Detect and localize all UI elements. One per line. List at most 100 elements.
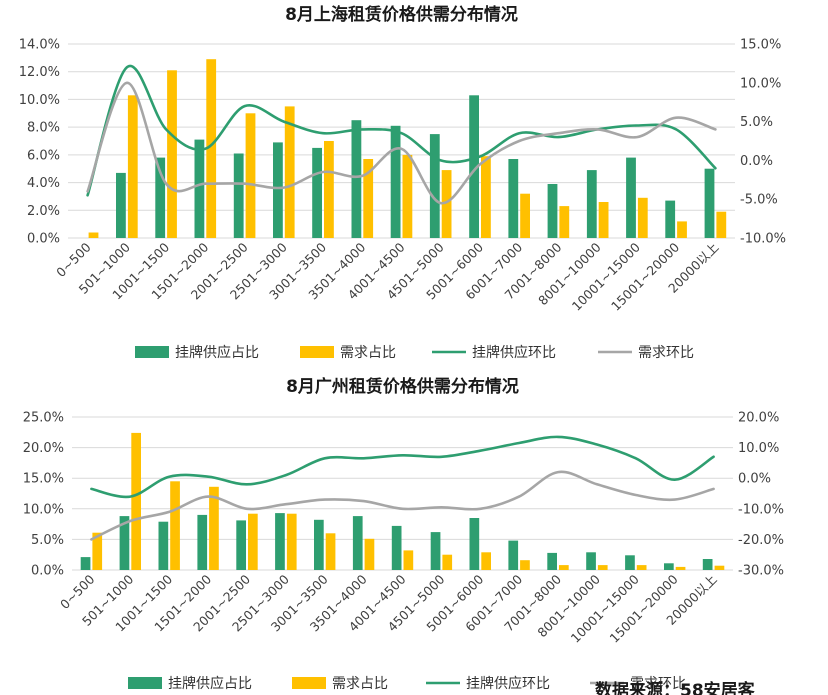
legend-label: 挂牌供应环比	[466, 675, 550, 692]
supply-share-bar	[80, 557, 91, 570]
demand-share-bar	[481, 552, 491, 570]
demand-share-bar	[402, 154, 413, 238]
supply-share-bar	[197, 514, 208, 570]
left-axis-tick: 15.0%	[23, 472, 64, 487]
category-label: 15001~20000	[607, 571, 681, 645]
demand-share-bar	[637, 197, 648, 238]
supply-share-bar	[547, 184, 558, 238]
supply-share-bar	[469, 518, 480, 570]
supply-share-bar	[586, 170, 597, 238]
chart-1: 8月上海租赁价格供需分布情况 0.0% 2.0% 4.0% 6.0% 8.0% 10.0% 1…	[19, 4, 786, 361]
demand-share-bar	[598, 202, 609, 238]
supply-share-bar	[586, 552, 596, 570]
chart-title: 8月上海租赁价格供需分布情况	[285, 4, 518, 25]
supply-share-bar	[119, 516, 130, 570]
supply-share-bar	[665, 200, 676, 238]
demand-share-bar	[677, 221, 687, 238]
demand-share-bar	[559, 565, 569, 570]
supply-share-bar	[236, 520, 246, 570]
right-axis-tick: -20.0%	[738, 533, 784, 548]
left-axis-tick: 8.0%	[27, 121, 60, 136]
demand-mom-line	[90, 470, 715, 541]
supply-share-bar	[430, 532, 441, 570]
supply-share-bar	[429, 134, 440, 238]
category-label: 10001~15000	[568, 571, 642, 645]
right-axis-tick: 5.0%	[740, 115, 773, 130]
right-axis-tick: 10.0%	[740, 76, 781, 91]
left-axis-tick: 0.0%	[31, 564, 64, 579]
demand-share-bar	[481, 156, 491, 238]
left-axis-tick: 4.0%	[27, 176, 60, 191]
demand-share-bar	[206, 59, 217, 239]
demand-share-bar	[675, 566, 686, 570]
supply-share-bar	[547, 552, 557, 570]
supply-share-bar	[233, 153, 244, 238]
left-axis-tick: 6.0%	[27, 148, 60, 163]
supply-share-bar	[664, 563, 674, 570]
demand-share-bar	[324, 141, 334, 238]
legend-label: 需求环比	[630, 676, 686, 692]
supply-share-bar	[116, 172, 126, 238]
supply-share-bar	[312, 147, 322, 238]
supply-share-bar	[352, 516, 363, 570]
demand-share-bar	[245, 113, 256, 238]
demand-share-bar	[364, 538, 375, 570]
demand-share-bar	[284, 106, 295, 239]
demand-share-bar	[92, 532, 103, 570]
right-axis-tick: 10.0%	[738, 441, 779, 456]
supply-share-bar	[314, 519, 324, 570]
demand-share-bar	[636, 565, 647, 570]
supply-share-bar	[390, 125, 401, 238]
right-axis-tick: -5.0%	[740, 193, 778, 208]
left-axis-tick: 0.0%	[27, 232, 60, 247]
demand-share-bar	[131, 432, 141, 570]
chart-title: 8月广州租赁价格供需分布情况	[286, 376, 519, 397]
demand-share-bar	[209, 486, 219, 570]
right-axis-tick: -10.0%	[738, 502, 784, 517]
supply-share-bar	[273, 142, 283, 238]
demand-share-bar	[167, 70, 177, 238]
supply-share-bar	[702, 559, 713, 570]
demand-share-bar	[127, 95, 138, 238]
supply-share-bar	[275, 513, 285, 570]
demand-share-bar	[248, 513, 258, 570]
legend-label: 需求占比	[332, 676, 388, 692]
category-label: 10001~15000	[569, 239, 643, 313]
legend-label: 需求占比	[340, 345, 396, 361]
demand-share-bar	[559, 206, 570, 238]
chart-2: 8月广州租赁价格供需分布情况 0.0% 5.0% 10.0% 15.0% 20.0% 25.…	[23, 376, 784, 692]
right-axis-tick: 20.0%	[738, 411, 779, 426]
supply-share-bar	[469, 95, 479, 238]
category-label: 15001~20000	[608, 239, 682, 313]
right-axis-tick: -10.0%	[740, 232, 786, 247]
legend-label: 挂牌供应占比	[175, 344, 259, 361]
left-axis-tick: 14.0%	[19, 38, 60, 53]
legend-label: 需求环比	[638, 345, 694, 361]
demand-share-bar	[716, 211, 727, 238]
legend-swatch	[300, 346, 334, 358]
supply-share-bar	[625, 555, 635, 570]
supply-share-bar	[155, 157, 166, 238]
demand-share-bar	[520, 560, 530, 570]
supply-share-bar	[508, 540, 519, 570]
left-axis-tick: 5.0%	[31, 533, 64, 548]
supply-share-bar	[704, 168, 715, 238]
legend-swatch	[292, 677, 326, 689]
demand-share-bar	[597, 565, 608, 570]
demand-share-bar	[714, 565, 725, 570]
legend: 挂牌供应占比 需求占比 挂牌供应环比 需求环比	[128, 675, 686, 692]
demand-share-bar	[286, 513, 297, 570]
demand-share-bar	[325, 533, 336, 570]
demand-share-bar	[520, 193, 530, 238]
demand-share-bar	[403, 550, 414, 570]
supply-share-bar	[391, 525, 402, 570]
supply-share-bar	[508, 159, 519, 238]
demand-share-bar	[88, 232, 99, 238]
right-axis-tick: 0.0%	[740, 154, 773, 169]
supply-share-bar	[351, 120, 362, 238]
left-axis-tick: 25.0%	[23, 411, 64, 426]
demand-share-bar	[441, 170, 452, 238]
supply-share-bar	[158, 521, 169, 570]
left-axis-tick: 10.0%	[23, 502, 64, 517]
